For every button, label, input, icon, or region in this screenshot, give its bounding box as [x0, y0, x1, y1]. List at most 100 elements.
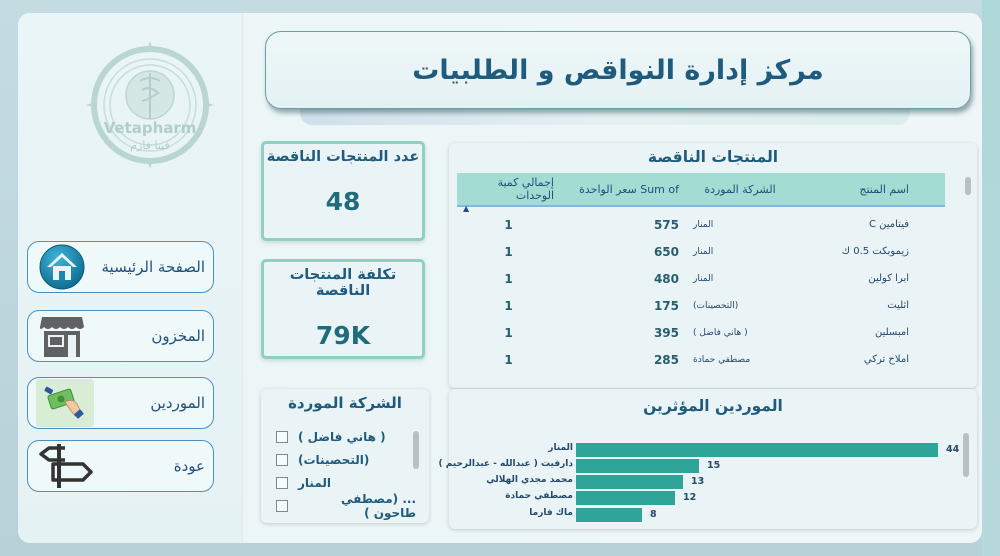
- cell-product: امبسلين: [874, 327, 909, 338]
- table-row[interactable]: زيموبكت 0.5 ك المنار 650 1: [457, 238, 945, 265]
- cell-price: 395: [653, 325, 679, 340]
- cell-product: املاح تركي: [863, 354, 909, 365]
- bar-row[interactable]: مصطفي حمادة 12: [449, 491, 977, 505]
- cell-supplier: مصطفي حمادة: [693, 354, 751, 365]
- nav-back-label: عودة: [173, 457, 205, 475]
- bar-label: دارفيت ( عبدالله - عبدالرحيم ): [438, 459, 573, 469]
- store-icon: [36, 314, 88, 358]
- nav-suppliers-button[interactable]: الموردين: [27, 377, 214, 429]
- page-title: مركز إدارة النواقص و الطلبيات: [412, 54, 824, 86]
- cell-qty: 1: [504, 271, 513, 286]
- bar[interactable]: [576, 508, 642, 522]
- cell-price: 285: [653, 352, 679, 367]
- bar[interactable]: [576, 491, 675, 505]
- col-header-total-qty-label: إجمالي كمية الوحدات: [497, 176, 554, 202]
- col-header-supplier[interactable]: الشركة الموردة: [704, 182, 776, 196]
- page-title-box: مركز إدارة النواقص و الطلبيات: [265, 31, 971, 109]
- cell-price: 175: [653, 298, 679, 313]
- bar-row[interactable]: المنار 44: [449, 443, 977, 457]
- col-header-unit-price[interactable]: Sum of سعر الواحدة: [579, 182, 679, 196]
- bar-label: مصطفي حمادة: [505, 491, 573, 501]
- signpost-back-icon: [36, 444, 96, 488]
- cell-qty: 1: [504, 298, 513, 313]
- slicer-item[interactable]: ... (مصطفي طاحون ): [276, 491, 416, 520]
- nav-inventory-label: المخزون: [151, 327, 205, 345]
- bar-value: 13: [691, 476, 705, 487]
- slicer-scrollbar[interactable]: [413, 431, 419, 469]
- cell-supplier: المنار: [693, 273, 714, 284]
- slicer-item-label: (التحصينات): [298, 452, 370, 467]
- kpi-shortage-count-card: عدد المنتجات الناقصة 48: [261, 141, 425, 241]
- cell-supplier: ( هاني فاضل ): [693, 327, 748, 338]
- table-scrollbar[interactable]: [965, 177, 971, 195]
- table-row[interactable]: ابرا كولين المنار 480 1: [457, 265, 945, 292]
- cell-qty: 1: [504, 352, 513, 367]
- suppliers-chart-panel: الموردين المؤثرين المنار 44 دارفيت ( عبد…: [438, 389, 977, 529]
- cell-product: اثليت: [887, 300, 909, 311]
- cell-supplier: (التحصينات): [693, 300, 739, 311]
- cell-qty: 1: [504, 325, 513, 340]
- shortage-table: اسم المنتج الشركة الموردة Sum of سعر الو…: [457, 173, 945, 373]
- table-header-row: اسم المنتج الشركة الموردة Sum of سعر الو…: [457, 173, 945, 213]
- vetapharm-logo: Vetapharm فيتا فارم: [86, 41, 214, 169]
- table-row[interactable]: فيتامين C المنار 575 1: [457, 211, 945, 238]
- svg-text:فيتا فارم: فيتا فارم: [130, 139, 169, 152]
- cell-price: 650: [653, 244, 679, 259]
- slicer-title: الشركة الموردة: [288, 394, 402, 412]
- chart-title: الموردين المؤثرين: [643, 397, 783, 415]
- bar-value: 15: [707, 460, 721, 471]
- bar[interactable]: [576, 459, 699, 473]
- bar-value: 12: [683, 492, 697, 503]
- kpi-shortage-cost-value: 79K: [315, 321, 371, 350]
- col-header-total-qty[interactable]: إجمالي كمية الوحدات ▲: [457, 176, 560, 213]
- checkbox[interactable]: [276, 499, 288, 512]
- bar[interactable]: [576, 443, 938, 457]
- kpi-shortage-cost-card: تكلفة المنتجات الناقصة 79K: [261, 259, 425, 359]
- slicer-list: ( هاني فاضل ) (التحصينات) المنار ... (مص…: [276, 425, 416, 520]
- cell-price: 575: [653, 217, 679, 232]
- table-row[interactable]: اثليت (التحصينات) 175 1: [457, 292, 945, 319]
- dashboard-frame: Vetapharm فيتا فارم الصفحة الرئيسية: [18, 13, 982, 543]
- slicer-item[interactable]: المنار: [276, 471, 416, 494]
- bar-row[interactable]: ماك فارما 8: [449, 508, 977, 522]
- chart-scrollbar[interactable]: [963, 433, 969, 477]
- shortage-table-title: المنتجات الناقصة: [647, 148, 779, 166]
- nav-back-button[interactable]: عودة: [27, 440, 214, 492]
- bar-label: المنار: [548, 443, 573, 453]
- slicer-item-label: ( هاني فاضل ): [298, 429, 386, 444]
- slicer-item[interactable]: ( هاني فاضل ): [276, 425, 416, 448]
- bar-label: ماك فارما: [529, 508, 573, 518]
- bar-label: محمد مجدي الهلالي: [486, 475, 573, 485]
- page-edge: [982, 0, 1000, 556]
- bar-value: 44: [946, 444, 960, 455]
- checkbox[interactable]: [276, 476, 288, 489]
- bar-value: 8: [650, 509, 657, 520]
- cell-product: زيموبكت 0.5 ك: [841, 246, 909, 257]
- supplier-slicer-panel: الشركة الموردة ( هاني فاضل ) (التحصينات)…: [261, 389, 429, 523]
- slicer-item-label: ... (مصطفي طاحون ): [340, 491, 416, 520]
- svg-text:Vetapharm: Vetapharm: [104, 119, 197, 137]
- cell-product: فيتامين C: [868, 219, 909, 230]
- slicer-item[interactable]: (التحصينات): [276, 448, 416, 471]
- bar-row[interactable]: دارفيت ( عبدالله - عبدالرحيم ) 15: [438, 459, 977, 473]
- table-row[interactable]: املاح تركي مصطفي حمادة 285 1: [457, 346, 945, 373]
- shortage-table-panel: المنتجات الناقصة اسم المنتج الشركة المور…: [449, 143, 977, 388]
- sidebar: Vetapharm فيتا فارم الصفحة الرئيسية: [18, 13, 243, 543]
- checkbox[interactable]: [276, 430, 288, 443]
- col-header-product[interactable]: اسم المنتج: [859, 182, 909, 196]
- bar[interactable]: [576, 475, 683, 489]
- nav-suppliers-label: الموردين: [150, 394, 205, 412]
- kpi-shortage-cost-title: تكلفة المنتجات الناقصة: [289, 267, 397, 299]
- nav-home-label: الصفحة الرئيسية: [101, 258, 206, 276]
- cell-product: ابرا كولين: [868, 273, 909, 284]
- nav-home-button[interactable]: الصفحة الرئيسية: [27, 241, 214, 293]
- checkbox[interactable]: [276, 453, 288, 466]
- home-icon: [36, 244, 88, 290]
- sort-ascending-icon: ▲: [463, 204, 470, 213]
- title-decoration: [300, 109, 910, 125]
- bar-row[interactable]: محمد مجدي الهلالي 13: [449, 475, 977, 489]
- cell-qty: 1: [504, 217, 513, 232]
- nav-inventory-button[interactable]: المخزون: [27, 310, 214, 362]
- table-row[interactable]: امبسلين ( هاني فاضل ) 395 1: [457, 319, 945, 346]
- slicer-item-label: المنار: [298, 475, 331, 490]
